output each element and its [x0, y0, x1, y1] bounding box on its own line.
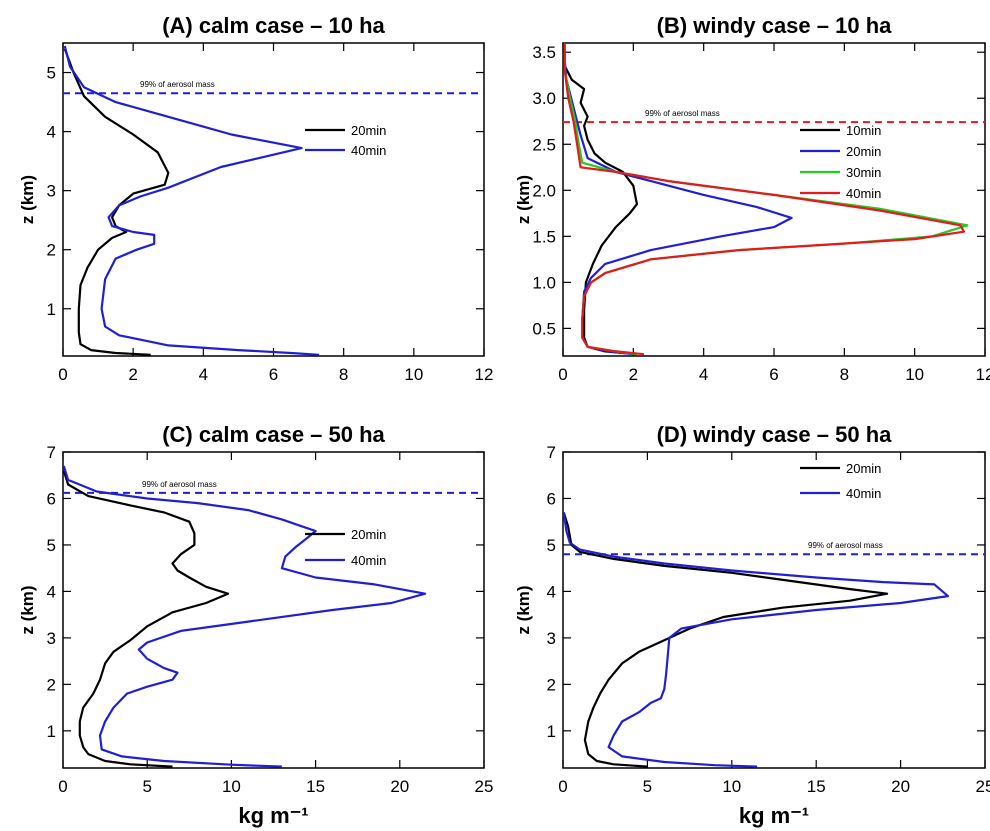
- panel-b-y-tick-label: 0.5: [532, 319, 556, 338]
- panel-b-series-30min: [563, 52, 969, 356]
- panel-a-series-20min: [63, 48, 170, 356]
- panel-b-x-tick-label: 6: [769, 365, 778, 384]
- panel-c-y-tick-label: 6: [47, 489, 56, 508]
- panel-d-aerosol-threshold-label: 99% of aerosol mass: [808, 541, 883, 550]
- panel-c-aerosol-threshold-label: 99% of aerosol mass: [142, 480, 217, 489]
- panel-c-x-axis-label: kg m⁻¹: [238, 803, 308, 828]
- panel-d-x-tick-label: 5: [643, 777, 652, 796]
- panel-d-x-tick-label: 10: [722, 777, 741, 796]
- panel-b-y-tick-label: 2.0: [532, 181, 556, 200]
- panel-a-x-tick-label: 6: [269, 365, 278, 384]
- panel-b-plot-frame: [562, 42, 986, 357]
- panel-c-series-20min: [63, 470, 230, 768]
- panel-d-y-tick-label: 6: [547, 489, 556, 508]
- panel-c-x-tick-label: 25: [475, 777, 494, 796]
- panel-a-y-tick-label: 4: [47, 123, 56, 142]
- panel-d-x-tick-label: 20: [891, 777, 910, 796]
- panel-a-y-axis-label: z (km): [18, 175, 37, 224]
- panel-a-x-tick-label: 0: [58, 365, 67, 384]
- panel-d-y-axis-label: z (km): [514, 585, 533, 634]
- panel-a-series-40min: [63, 45, 320, 356]
- panel-b-y-axis-label: z (km): [514, 175, 533, 224]
- panel-b-x-tick-label: 2: [629, 365, 638, 384]
- panel-b-y-tick-label: 2.5: [532, 135, 556, 154]
- panel-a-y-tick-label: 1: [47, 300, 56, 319]
- panel-c-legend-label: 20min: [351, 527, 386, 542]
- panel-a-y-tick-label: 5: [47, 64, 56, 83]
- panel-b-y-tick-label: 3.0: [532, 89, 556, 108]
- panel-c-title: (C) calm case – 50 ha: [162, 422, 385, 447]
- panel-b-y-tick-label: 3.5: [532, 43, 556, 62]
- panel-a-x-tick-label: 2: [128, 365, 137, 384]
- panel-d-series-20min: [563, 512, 889, 768]
- panel-c-x-tick-label: 10: [222, 777, 241, 796]
- panel-a-x-tick-label: 4: [199, 365, 208, 384]
- panel-d-legend-label: 20min: [846, 461, 881, 476]
- panel-a-legend-label: 20min: [351, 123, 386, 138]
- panel-d-y-tick-label: 5: [547, 536, 556, 555]
- panel-b-x-tick-label: 0: [558, 365, 567, 384]
- panel-a-x-tick-label: 12: [475, 365, 494, 384]
- panel-b-x-tick-label: 10: [905, 365, 924, 384]
- panel-c-y-tick-label: 4: [47, 582, 56, 601]
- panel-b-series-20min: [563, 61, 793, 356]
- panel-d-y-tick-label: 2: [547, 675, 556, 694]
- panel-b-series-10min: [563, 65, 639, 356]
- panel-c-legend-label: 40min: [351, 553, 386, 568]
- panel-a-x-tick-label: 10: [404, 365, 423, 384]
- panel-a-x-tick-label: 8: [339, 365, 348, 384]
- panel-b-x-tick-label: 4: [699, 365, 708, 384]
- panel-b-legend-label: 10min: [846, 123, 881, 138]
- panel-c-x-tick-label: 15: [306, 777, 325, 796]
- panel-c-plot-frame: [62, 451, 485, 769]
- panel-a-title: (A) calm case – 10 ha: [162, 13, 385, 38]
- panel-b-series-40min: [563, 43, 966, 356]
- panel-c-x-tick-label: 20: [390, 777, 409, 796]
- panel-b-x-tick-label: 8: [840, 365, 849, 384]
- panel-a-aerosol-threshold-label: 99% of aerosol mass: [140, 80, 215, 89]
- panel-a-legend-label: 40min: [351, 143, 386, 158]
- panel-c-y-tick-label: 3: [47, 629, 56, 648]
- panel-c-y-tick-label: 7: [47, 443, 56, 462]
- panel-d-legend-label: 40min: [846, 486, 881, 501]
- panel-c-y-tick-label: 2: [47, 675, 56, 694]
- panel-d-x-tick-label: 0: [558, 777, 567, 796]
- panel-c-x-tick-label: 5: [142, 777, 151, 796]
- panel-d-x-tick-label: 15: [807, 777, 826, 796]
- panel-b-x-tick-label: 12: [976, 365, 990, 384]
- panel-d-y-tick-label: 4: [547, 582, 556, 601]
- panel-b-y-tick-label: 1.0: [532, 273, 556, 292]
- panel-d-y-tick-label: 1: [547, 722, 556, 741]
- panel-b-y-tick-label: 1.5: [532, 227, 556, 246]
- panel-b-aerosol-threshold-label: 99% of aerosol mass: [645, 109, 720, 118]
- panel-c-y-tick-label: 1: [47, 722, 56, 741]
- panel-b-legend-label: 20min: [846, 144, 881, 159]
- panel-d-plot-frame: [562, 451, 986, 769]
- panel-a-y-tick-label: 3: [47, 182, 56, 201]
- panel-d-x-axis-label: kg m⁻¹: [739, 803, 809, 828]
- panel-c-y-axis-label: z (km): [18, 585, 37, 634]
- panel-b-legend-label: 40min: [846, 186, 881, 201]
- panel-a-y-tick-label: 2: [47, 241, 56, 260]
- panel-d-y-tick-label: 3: [547, 629, 556, 648]
- panel-d-title: (D) windy case – 50 ha: [657, 422, 893, 447]
- panel-b-legend-label: 30min: [846, 165, 881, 180]
- panel-d-y-tick-label: 7: [547, 443, 556, 462]
- panel-c-series-40min: [63, 465, 427, 768]
- panel-c-y-tick-label: 5: [47, 536, 56, 555]
- panel-b-title: (B) windy case – 10 ha: [657, 13, 893, 38]
- panel-d-series-40min: [563, 512, 950, 768]
- panel-d-x-tick-label: 25: [976, 777, 990, 796]
- panel-c-x-tick-label: 0: [58, 777, 67, 796]
